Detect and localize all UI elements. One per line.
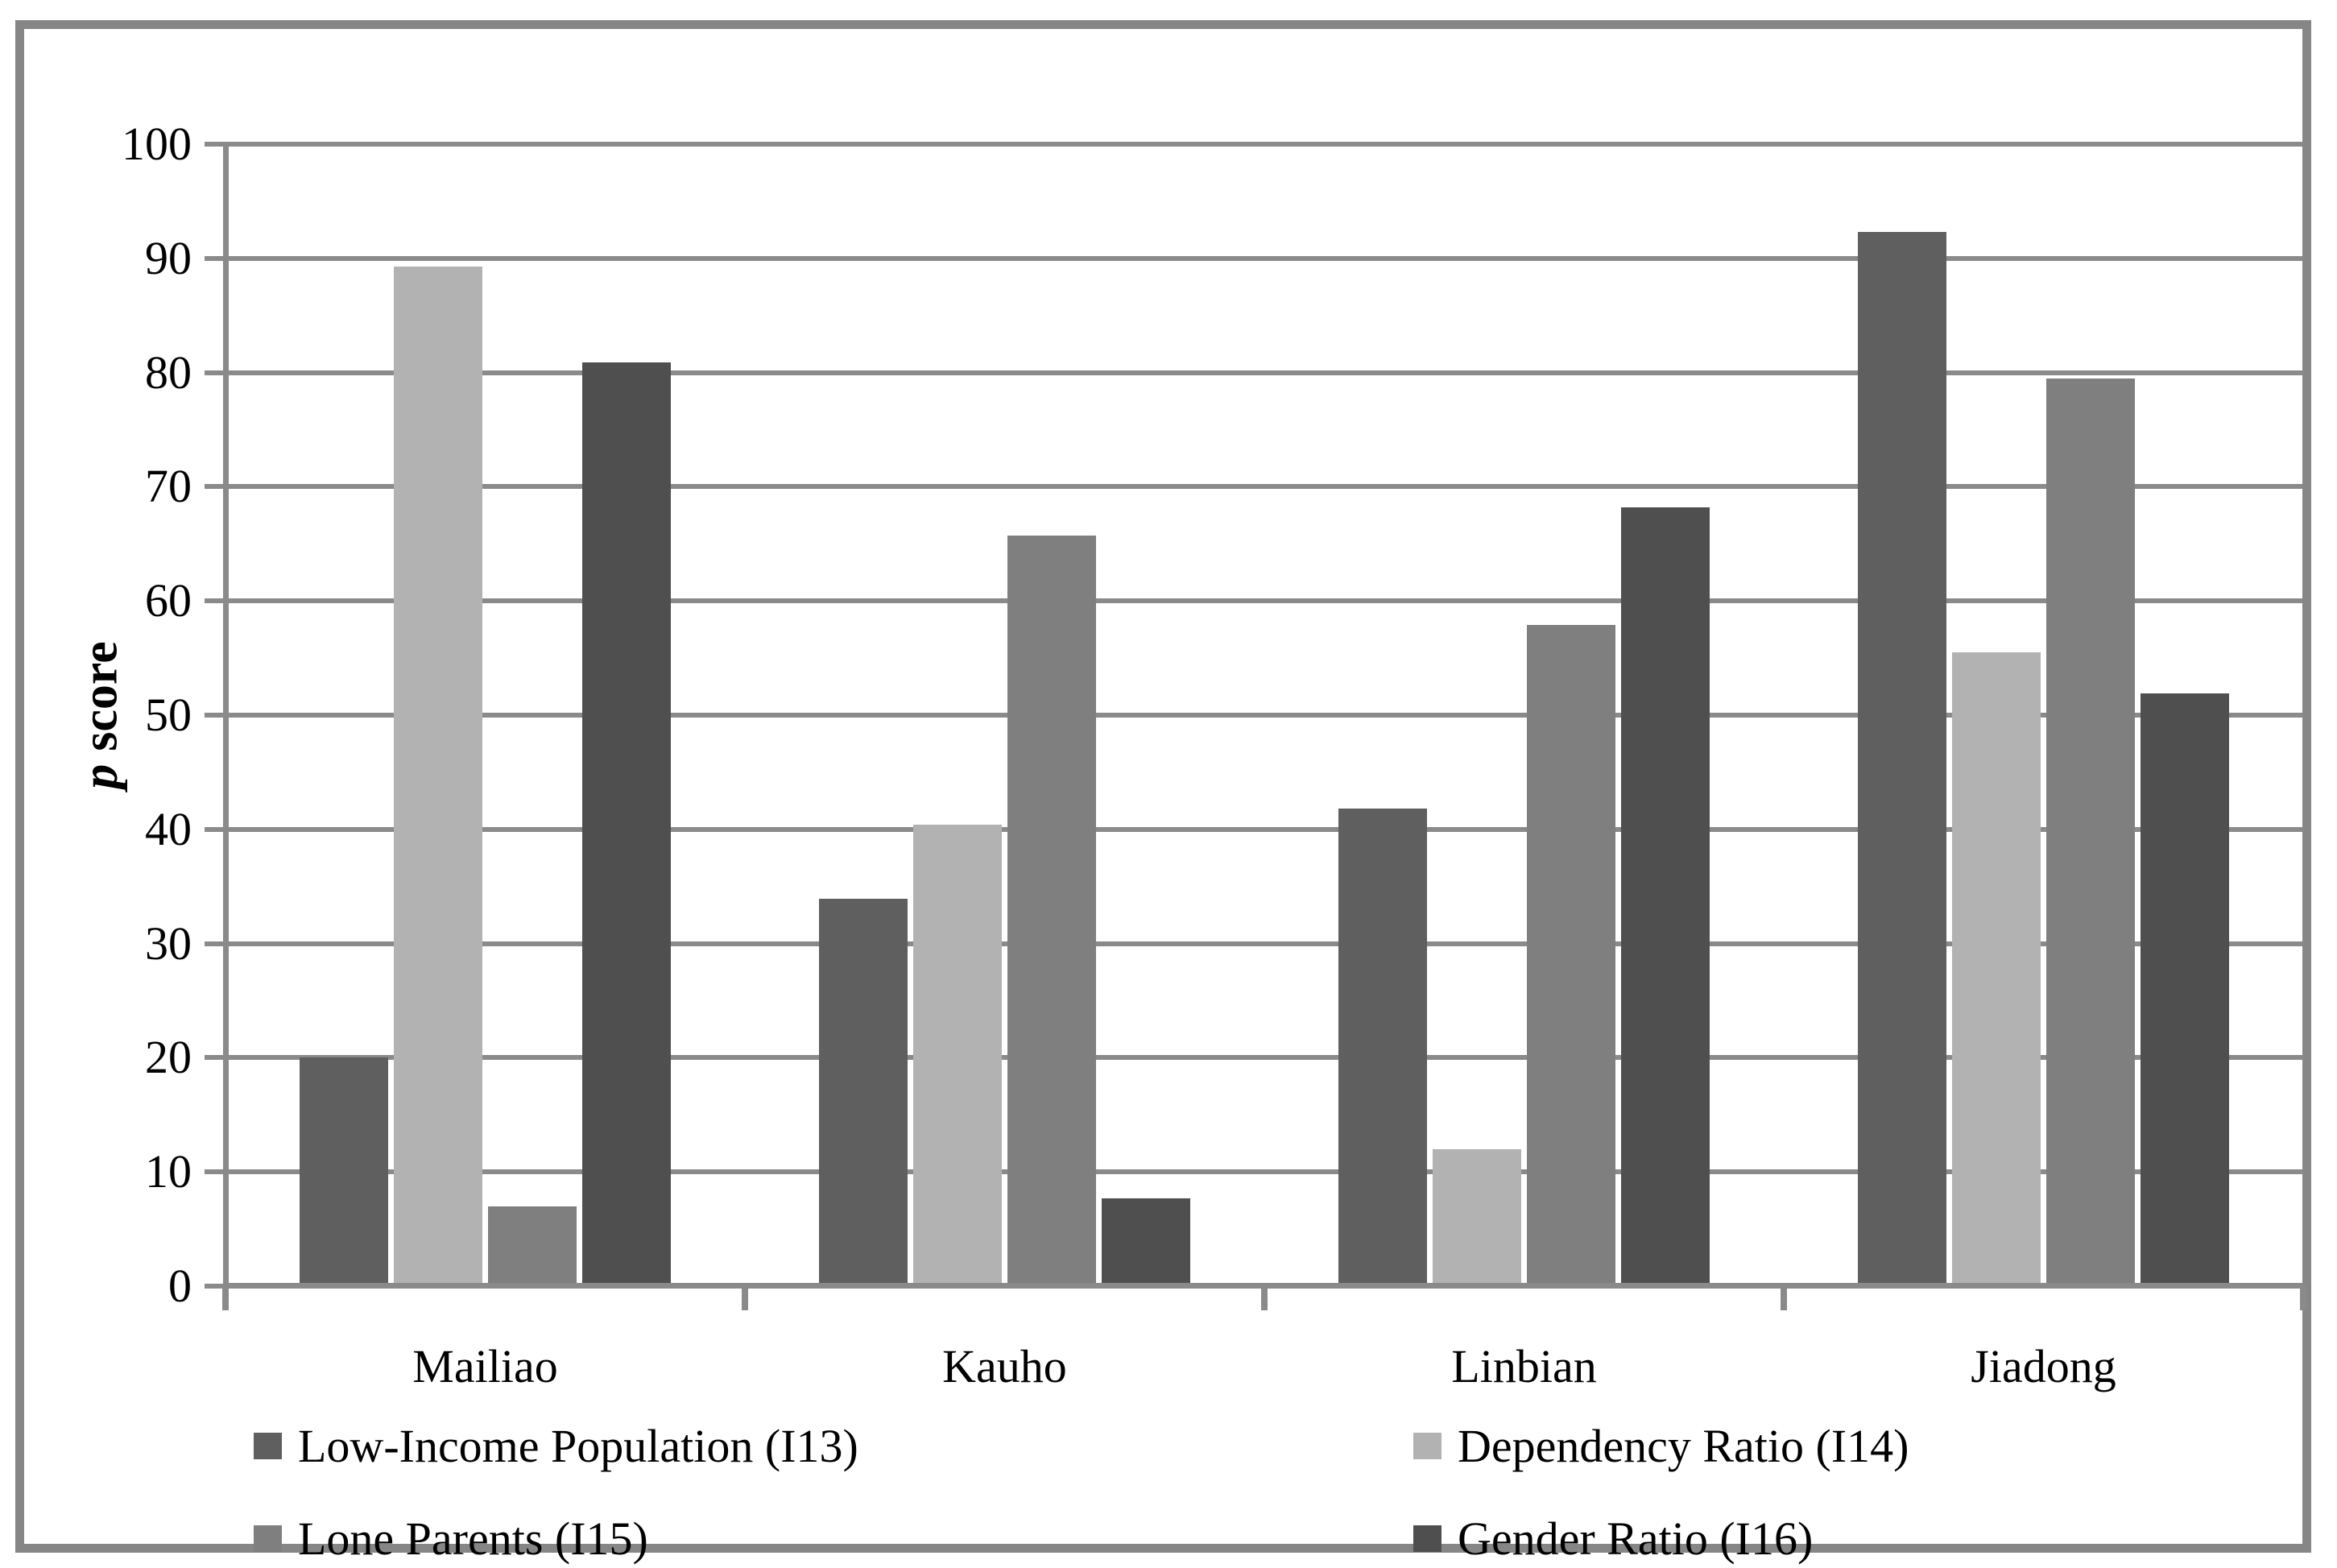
legend-label-2: Dependency Ratio (I14) xyxy=(1458,1419,1909,1472)
y-axis-tick-90 xyxy=(205,255,223,261)
bar-group-mailiao xyxy=(225,144,745,1286)
y-tick-label-70: 70 xyxy=(145,460,192,513)
y-axis-line xyxy=(223,142,229,1289)
gridline-30 xyxy=(225,941,2303,946)
gridline-90 xyxy=(225,255,2303,261)
gridline-10 xyxy=(225,1169,2303,1175)
y-axis-tick-30 xyxy=(205,941,223,946)
bar-linbian-lone-parents-i15- xyxy=(1527,624,1615,1286)
bar-kauho-gender-ratio-i16- xyxy=(1102,1198,1190,1286)
category-label-linbian: Linbian xyxy=(1451,1340,1597,1392)
y-tick-labels: 0 10 20 30 40 50 60 70 80 90 100 xyxy=(56,121,192,1309)
bar-group-kauho xyxy=(745,144,1264,1286)
legend-label-4: Gender Ratio (I16) xyxy=(1458,1512,1814,1565)
gridline-20 xyxy=(225,1055,2303,1061)
bar-mailiao-lone-parents-i15- xyxy=(488,1206,577,1286)
legend-item-1: Low-Income Population (I13) xyxy=(254,1419,858,1472)
legend-label-1: Low-Income Population (I13) xyxy=(298,1419,858,1472)
y-tick-label-60: 60 xyxy=(145,574,192,627)
y-tick-label-100: 100 xyxy=(122,118,192,170)
x-axis-tick-4 xyxy=(2300,1289,2306,1310)
legend-swatch-2 xyxy=(1413,1432,1441,1459)
gridline-70 xyxy=(225,484,2303,490)
gridline-50 xyxy=(225,713,2303,718)
bar-linbian-low-income-population-i13- xyxy=(1338,809,1427,1286)
y-axis-tick-10 xyxy=(205,1169,223,1175)
y-axis-title-italic-part: p xyxy=(72,763,128,789)
y-axis-tick-40 xyxy=(205,826,223,832)
y-axis-tick-70 xyxy=(205,484,223,490)
x-axis-tick-0 xyxy=(222,1289,229,1310)
bar-linbian-dependency-ratio-i14- xyxy=(1433,1148,1521,1286)
x-axis-tick-3 xyxy=(1781,1289,1787,1310)
legend-swatch-4 xyxy=(1413,1525,1441,1552)
y-tick-label-10: 10 xyxy=(145,1145,192,1198)
bar-linbian-gender-ratio-i16- xyxy=(1621,507,1710,1286)
y-axis-tick-80 xyxy=(205,370,223,375)
x-axis-baseline xyxy=(223,1283,2306,1289)
legend-item-2: Dependency Ratio (I14) xyxy=(1413,1419,1909,1472)
bar-mailiao-gender-ratio-i16- xyxy=(582,362,671,1286)
y-axis-tick-0 xyxy=(205,1284,223,1289)
figure-border-frame: 0 10 20 30 40 50 60 70 80 90 100 p score Mailiao Kau… xyxy=(15,20,2311,1565)
bar-jiadong-dependency-ratio-i14- xyxy=(1952,652,2041,1286)
y-tick-label-40: 40 xyxy=(145,802,192,855)
y-tick-label-90: 90 xyxy=(145,231,192,284)
y-axis-tick-20 xyxy=(205,1055,223,1061)
legend-swatch-1 xyxy=(254,1432,282,1459)
gridline-40 xyxy=(225,826,2303,832)
bar-group-linbian xyxy=(1264,144,1784,1286)
bar-kauho-dependency-ratio-i14- xyxy=(913,825,1002,1286)
legend-item-3: Lone Parents (I15) xyxy=(254,1512,648,1565)
legend-label-3: Lone Parents (I15) xyxy=(298,1512,648,1565)
y-tick-label-50: 50 xyxy=(145,689,192,741)
y-axis-title: p score xyxy=(72,641,130,789)
bar-jiadong-lone-parents-i15- xyxy=(2046,378,2135,1286)
legend-item-4: Gender Ratio (I16) xyxy=(1413,1512,1814,1565)
bar-jiadong-gender-ratio-i16- xyxy=(2141,693,2229,1286)
gridline-60 xyxy=(225,598,2303,604)
bar-kauho-low-income-population-i13- xyxy=(819,899,908,1286)
y-axis-title-rest-part: score xyxy=(72,641,128,751)
plot-area xyxy=(205,142,2306,1310)
gridline-80 xyxy=(225,370,2303,375)
gridline-100 xyxy=(225,142,2303,147)
y-tick-label-20: 20 xyxy=(145,1031,192,1084)
y-axis-tick-50 xyxy=(205,713,223,718)
category-label-mailiao: Mailiao xyxy=(412,1340,558,1392)
y-tick-label-0: 0 xyxy=(168,1260,192,1312)
category-label-kauho: Kauho xyxy=(942,1340,1067,1392)
bar-group-jiadong xyxy=(1784,144,2303,1286)
category-label-jiadong: Jiadong xyxy=(1971,1340,2116,1392)
x-axis-tick-1 xyxy=(742,1289,748,1310)
y-tick-label-80: 80 xyxy=(145,345,192,399)
category-labels: Mailiao Kauho Linbian Jiadong xyxy=(225,1343,2303,1390)
y-axis-tick-100 xyxy=(205,142,223,147)
bar-jiadong-low-income-population-i13- xyxy=(1858,232,1946,1286)
x-axis-tick-2 xyxy=(1261,1289,1268,1310)
bar-mailiao-low-income-population-i13- xyxy=(300,1057,388,1286)
y-axis-tick-60 xyxy=(205,598,223,604)
bar-kauho-lone-parents-i15- xyxy=(1007,536,1096,1286)
y-tick-label-30: 30 xyxy=(145,916,192,970)
legend-swatch-3 xyxy=(254,1525,282,1552)
bar-mailiao-dependency-ratio-i14- xyxy=(394,266,482,1286)
